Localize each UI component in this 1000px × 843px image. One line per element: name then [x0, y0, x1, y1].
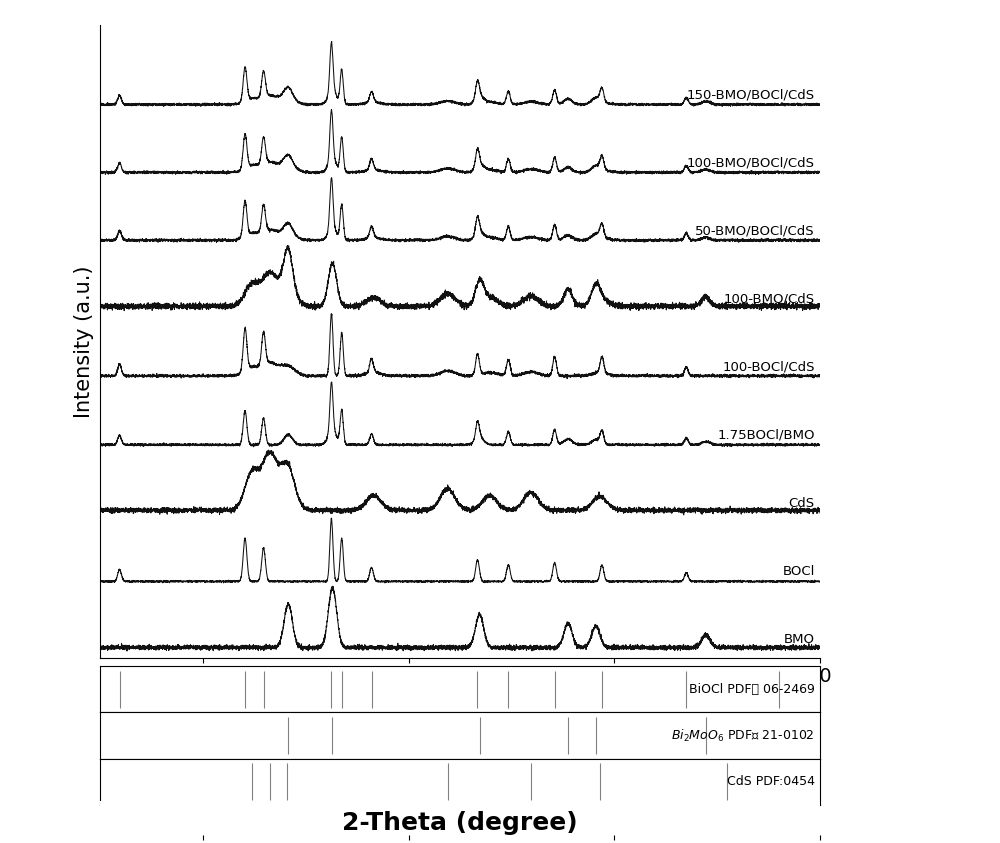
Text: 100-BMO/BOCl/CdS: 100-BMO/BOCl/CdS: [687, 156, 815, 169]
Text: 100-BMO/CdS: 100-BMO/CdS: [724, 293, 815, 305]
Text: 2-Theta (degree): 2-Theta (degree): [342, 811, 578, 835]
Text: BMO: BMO: [784, 633, 815, 646]
Y-axis label: Intensity (a.u.): Intensity (a.u.): [74, 266, 94, 417]
Text: BOCl: BOCl: [782, 565, 815, 577]
Text: 150-BMO/BOCl/CdS: 150-BMO/BOCl/CdS: [687, 89, 815, 101]
X-axis label: 2-Theta (degree): 2-Theta (degree): [342, 692, 578, 716]
Text: 1.75BOCl/BMO: 1.75BOCl/BMO: [717, 428, 815, 442]
Text: $Bi_2MoO_6$ PDF： 21-0102: $Bi_2MoO_6$ PDF： 21-0102: [671, 728, 815, 744]
Text: 100-BOCl/CdS: 100-BOCl/CdS: [722, 361, 815, 373]
Text: CdS: CdS: [789, 497, 815, 510]
Text: BiOCl PDF： 06-2469: BiOCl PDF： 06-2469: [689, 683, 815, 695]
Text: 50-BMO/BOCl/CdS: 50-BMO/BOCl/CdS: [695, 224, 815, 238]
Text: CdS PDF:0454: CdS PDF:0454: [727, 776, 815, 788]
